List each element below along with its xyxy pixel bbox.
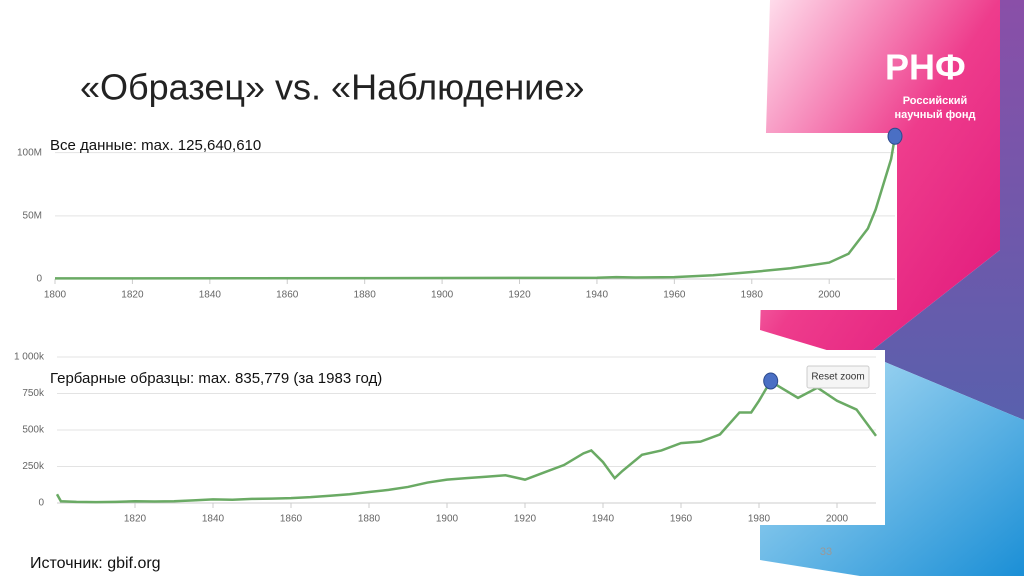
x-tick-label: 2000 bbox=[826, 514, 849, 525]
logo-mark: РНФ bbox=[885, 47, 966, 88]
x-tick-label: 1900 bbox=[436, 514, 459, 525]
y-tick-label: 0 bbox=[38, 498, 44, 509]
data-line bbox=[55, 379, 878, 504]
y-tick-label: 500k bbox=[22, 425, 45, 436]
chart-title: Гербарные образцы: max. 835,779 (за 1983… bbox=[50, 370, 382, 387]
slide-title: «Образец» vs. «Наблюдение» bbox=[80, 67, 584, 108]
x-tick-label: 1980 bbox=[748, 514, 771, 525]
y-tick-label: 50M bbox=[23, 210, 42, 221]
x-tick-label: 1920 bbox=[514, 514, 537, 525]
page-number: 33 bbox=[820, 546, 832, 558]
y-tick-label: 750k bbox=[22, 388, 45, 399]
x-tick-label: 1940 bbox=[586, 290, 609, 301]
x-tick-label: 1860 bbox=[280, 514, 303, 525]
decor-violet bbox=[860, 0, 1024, 420]
x-tick-label: 1820 bbox=[121, 290, 144, 301]
max-marker bbox=[887, 127, 903, 145]
reset-zoom-label[interactable]: Reset zoom bbox=[811, 372, 864, 383]
y-tick-label: 250k bbox=[22, 461, 45, 472]
logo-text: Российский bbox=[903, 95, 968, 107]
reset-zoom-button[interactable] bbox=[806, 365, 870, 389]
x-tick-label: 1940 bbox=[592, 514, 615, 525]
logo-text: научный фонд bbox=[895, 109, 976, 121]
source: Источник: gbif.org bbox=[30, 555, 161, 572]
y-tick-label: 1 000k bbox=[14, 352, 45, 363]
x-tick-label: 1820 bbox=[124, 514, 147, 525]
data-line bbox=[54, 136, 897, 280]
x-tick-label: 1980 bbox=[741, 290, 764, 301]
x-tick-label: 1960 bbox=[670, 514, 693, 525]
x-tick-label: 1960 bbox=[663, 290, 686, 301]
x-tick-label: 1840 bbox=[202, 514, 225, 525]
x-tick-label: 2000 bbox=[818, 290, 841, 301]
x-tick-label: 1840 bbox=[199, 290, 222, 301]
max-marker bbox=[763, 372, 779, 390]
chart-panel bbox=[45, 133, 897, 310]
x-tick-label: 1800 bbox=[44, 290, 67, 301]
y-tick-label: 100M bbox=[17, 147, 42, 158]
x-tick-label: 1900 bbox=[431, 290, 454, 301]
x-tick-label: 1880 bbox=[354, 290, 377, 301]
chart-title: Все данные: max. 125,640,610 bbox=[50, 137, 261, 154]
x-tick-label: 1920 bbox=[508, 290, 531, 301]
x-tick-label: 1860 bbox=[276, 290, 299, 301]
x-tick-label: 1880 bbox=[358, 514, 381, 525]
chart-panel bbox=[15, 350, 885, 525]
y-tick-label: 0 bbox=[36, 274, 42, 285]
